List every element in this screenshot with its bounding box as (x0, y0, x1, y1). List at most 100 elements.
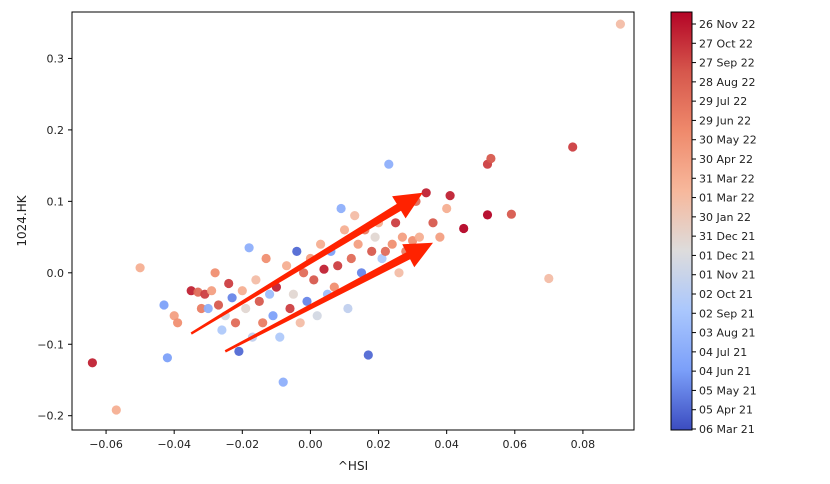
data-point (486, 153, 496, 164)
data-point (203, 303, 213, 314)
data-point (288, 289, 298, 299)
plot-frame (71, 11, 635, 431)
y-axis-ticks: −0.2 −0.1 0.0 0.1 0.2 0.3 (37, 52, 72, 423)
data-point (506, 209, 516, 219)
data-point (234, 346, 244, 356)
data-point (295, 318, 305, 328)
colorbar-tick-label: 04 Jul 21 (699, 346, 747, 359)
data-point (394, 268, 404, 278)
data-point (258, 318, 268, 328)
colorbar-tick-label: 27 Sep 22 (699, 57, 755, 70)
data-point (278, 377, 288, 387)
data-point (442, 203, 452, 214)
data-point (316, 239, 326, 249)
colorbar-tick-label: 28 Aug 22 (699, 76, 755, 89)
data-point (237, 286, 247, 296)
data-point (384, 159, 394, 169)
data-point (544, 273, 554, 284)
colorbar-tick-label: 30 May 22 (699, 134, 757, 147)
data-point (200, 289, 210, 299)
y-tick-label: 0.1 (47, 195, 65, 208)
data-point (135, 263, 145, 273)
data-point (230, 318, 241, 328)
data-point (265, 289, 275, 299)
data-point (169, 311, 179, 321)
y-tick-label: −0.2 (37, 410, 64, 423)
colorbar-tick-label: 27 Oct 22 (699, 37, 753, 50)
colorbar-tick-label: 30 Jan 22 (699, 211, 751, 224)
data-point (299, 268, 309, 278)
data-point (377, 253, 387, 264)
colorbar-tick-label: 30 Apr 22 (699, 153, 753, 166)
data-point (482, 210, 493, 220)
data-point (302, 296, 312, 306)
colorbar-tick-label: 01 Nov 21 (699, 269, 755, 282)
x-tick-label: 0.02 (366, 438, 391, 451)
colorbar-tick-label: 04 Jun 21 (699, 365, 751, 378)
data-point (227, 293, 237, 303)
data-point (241, 303, 251, 314)
x-tick-label: 0.00 (298, 438, 323, 451)
data-point (268, 311, 278, 321)
colorbar-tick-label: 01 Dec 21 (699, 249, 755, 262)
x-tick-label: 0.06 (503, 438, 528, 451)
colorbar-tick-label: 31 Dec 21 (699, 230, 755, 243)
data-point (275, 332, 285, 342)
data-point (251, 275, 261, 285)
trend-arrow (224, 242, 433, 353)
data-point (173, 318, 183, 328)
data-point (370, 232, 380, 242)
colorbar-tick-label: 06 Mar 21 (699, 423, 755, 436)
data-point (217, 325, 227, 335)
y-axis-label: 1024.HK (15, 194, 29, 246)
colorbar-tick-label: 29 Jun 22 (699, 114, 751, 127)
x-axis-label: ^HSI (338, 459, 368, 473)
data-point (363, 350, 373, 360)
colorbar (670, 11, 693, 431)
data-point (207, 286, 217, 296)
data-point (435, 232, 445, 242)
data-point (367, 246, 377, 256)
colorbar-tick-label: 26 Nov 22 (699, 18, 755, 31)
data-point (87, 358, 97, 368)
data-point (421, 188, 431, 198)
y-tick-label: 0.3 (47, 52, 65, 65)
data-point (261, 253, 271, 264)
colorbar-tick-label: 03 Aug 21 (699, 327, 755, 340)
data-point (159, 300, 169, 310)
y-tick-label: 0.0 (47, 267, 65, 280)
colorbar-tick-label: 01 Mar 22 (699, 192, 755, 205)
data-point (459, 223, 469, 234)
colorbar-tick-label: 05 Apr 21 (699, 404, 753, 417)
data-point (210, 268, 220, 278)
data-point (428, 218, 438, 228)
x-tick-label: −0.04 (157, 438, 191, 451)
data-point (346, 253, 356, 264)
x-tick-label: −0.02 (225, 438, 259, 451)
data-point (319, 264, 329, 274)
data-point (329, 282, 339, 292)
data-point (244, 243, 254, 253)
data-point (254, 296, 264, 306)
data-point (339, 225, 350, 235)
colorbar-tick-label: 29 Jul 22 (699, 95, 747, 108)
data-point (309, 275, 319, 285)
data-point (285, 303, 295, 314)
data-point (387, 239, 397, 249)
colorbar-tick-label: 02 Sep 21 (699, 307, 755, 320)
data-point (336, 203, 346, 214)
data-point (615, 19, 626, 29)
data-point (343, 303, 353, 314)
trend-arrows (190, 192, 433, 353)
data-point (282, 261, 292, 271)
colorbar-tick-label: 05 May 21 (699, 384, 757, 397)
y-tick-label: −0.1 (37, 338, 64, 351)
x-tick-label: 0.04 (434, 438, 459, 451)
data-point (445, 191, 455, 201)
data-point (391, 218, 401, 228)
data-point (333, 261, 343, 271)
y-tick-label: 0.2 (47, 124, 65, 137)
data-point (213, 300, 224, 310)
